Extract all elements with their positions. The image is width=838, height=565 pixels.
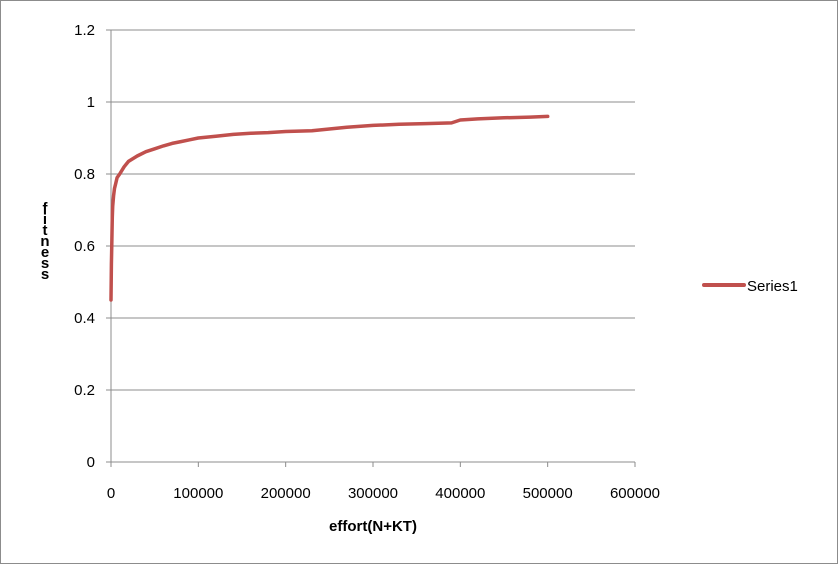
y-tick-label: 0.2 — [74, 382, 95, 399]
x-tick-label: 600000 — [610, 485, 660, 502]
y-tick-label: 1 — [87, 94, 95, 111]
x-tick-label: 100000 — [173, 485, 223, 502]
y-tick-label: 0.6 — [74, 238, 95, 255]
y-axis-title-letter: n — [40, 233, 49, 250]
y-tick-label: 1.2 — [74, 22, 95, 39]
x-tick-label: 0 — [107, 485, 115, 502]
legend: Series1 — [702, 278, 798, 295]
y-tick-label: 0 — [87, 454, 95, 471]
y-axis-title-letter: s — [41, 266, 49, 283]
x-tick-label: 300000 — [348, 485, 398, 502]
y-axis-title-letter: s — [41, 255, 49, 272]
legend-label: Series1 — [747, 278, 798, 295]
x-axis-title: effort(N+KT) — [329, 518, 417, 535]
series-lines — [109, 114, 550, 302]
y-tick-label: 0.8 — [74, 166, 95, 183]
series-line — [109, 114, 550, 302]
y-axis-title-letter: i — [43, 211, 47, 228]
x-tick-label: 500000 — [523, 485, 573, 502]
x-tick-label: 400000 — [435, 485, 485, 502]
y-tick-labels: 0 0.2 0.4 0.6 0.8 1 1.2 — [74, 22, 95, 471]
y-axis-title-letter: f — [43, 200, 49, 217]
x-tick-label: 200000 — [261, 485, 311, 502]
y-axis-title-letter: t — [43, 222, 48, 239]
y-axis-title-letter: e — [41, 244, 49, 261]
grid-lines — [106, 29, 636, 467]
x-tick-labels: 0 100000 200000 300000 400000 500000 600000 — [107, 485, 660, 502]
y-tick-label: 0.4 — [74, 310, 95, 327]
